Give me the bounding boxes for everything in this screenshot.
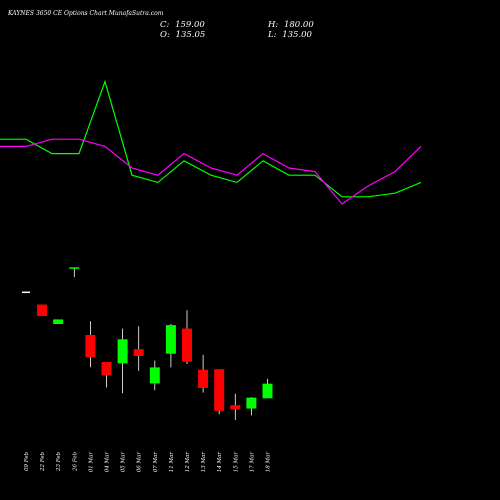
candle-1 [22, 291, 30, 294]
chart-title: KAYNES 3650 CE Options Chart MunafaSutra… [7, 10, 164, 17]
open-readout: O: 135.05 [160, 30, 205, 40]
x-tick-label: 05 Mar [121, 452, 127, 473]
x-tick-label: 14 Mar [217, 452, 223, 473]
x-tick-label: 01 Mar [88, 452, 94, 473]
candle-7 [117, 328, 128, 394]
candle-body [230, 405, 241, 410]
x-tick-label: 13 Mar [201, 452, 207, 473]
candle-body [117, 339, 128, 364]
candle-11 [182, 310, 192, 364]
candle-body [198, 369, 209, 388]
candle-16 [262, 378, 273, 399]
low-readout: L: 135.00 [267, 30, 313, 40]
candle-body [37, 304, 48, 316]
close-value: 159.00 [175, 20, 205, 30]
candle-body [69, 267, 80, 269]
x-tick-label: 07 Mar [153, 452, 159, 473]
candle-body [22, 291, 30, 294]
x-tick-label: 15 Mar [233, 452, 239, 473]
x-axis-tick-labels: 09 Feb 22 Feb 23 Feb 26 Feb 01 Mar 04 Mar 05 M… [24, 452, 272, 473]
candle-body [182, 328, 192, 362]
candle-8 [133, 326, 144, 371]
candles [22, 267, 273, 420]
candle-4 [69, 267, 80, 278]
x-tick-label: 26 Feb [72, 452, 78, 473]
candle-5 [85, 321, 96, 368]
close-readout: C: 159.00 [160, 20, 205, 30]
x-tick-label: 12 Mar [185, 452, 191, 473]
ohlc-readout: C: 159.00 O: 135.05 H: 180.00 L: 135.00 [160, 20, 314, 40]
candle-body [262, 383, 273, 399]
candle-10 [165, 324, 176, 368]
close-label: C: [160, 20, 170, 30]
candle-body [214, 369, 225, 411]
low-value: 135.00 [282, 30, 312, 40]
candle-6 [101, 361, 112, 388]
candle-body [53, 319, 64, 324]
high-value: 180.00 [284, 20, 314, 30]
low-label: L: [267, 30, 277, 40]
candle-body [133, 349, 144, 356]
open-value: 135.05 [176, 30, 206, 40]
x-tick-label: 17 Mar [249, 452, 255, 473]
candle-13 [214, 369, 225, 415]
candle-body [101, 361, 112, 376]
x-tick-label: 22 Feb [40, 452, 46, 473]
ema-lines [0, 79, 422, 205]
x-tick-label: 11 Mar [169, 452, 175, 473]
open-label: O: [160, 30, 170, 40]
x-tick-label: 04 Mar [105, 452, 111, 473]
candle-12 [198, 354, 209, 393]
candle-14 [230, 393, 241, 420]
candle-body [246, 397, 257, 409]
candle-body [165, 325, 176, 354]
ema-line-2 [0, 138, 422, 205]
ema-line-1 [0, 79, 422, 198]
high-label: H: [267, 20, 278, 30]
x-tick-label: 18 Mar [266, 452, 272, 473]
candle-2 [37, 304, 48, 316]
high-readout: H: 180.00 [267, 20, 314, 30]
candle-3 [53, 319, 64, 324]
candle-9 [149, 360, 160, 391]
candle-body [149, 367, 160, 384]
x-tick-label: 23 Feb [56, 452, 62, 473]
x-tick-label: 06 Mar [137, 452, 143, 473]
candle-15 [246, 397, 257, 416]
x-tick-label: 09 Feb [24, 452, 30, 472]
candle-body [85, 334, 96, 358]
